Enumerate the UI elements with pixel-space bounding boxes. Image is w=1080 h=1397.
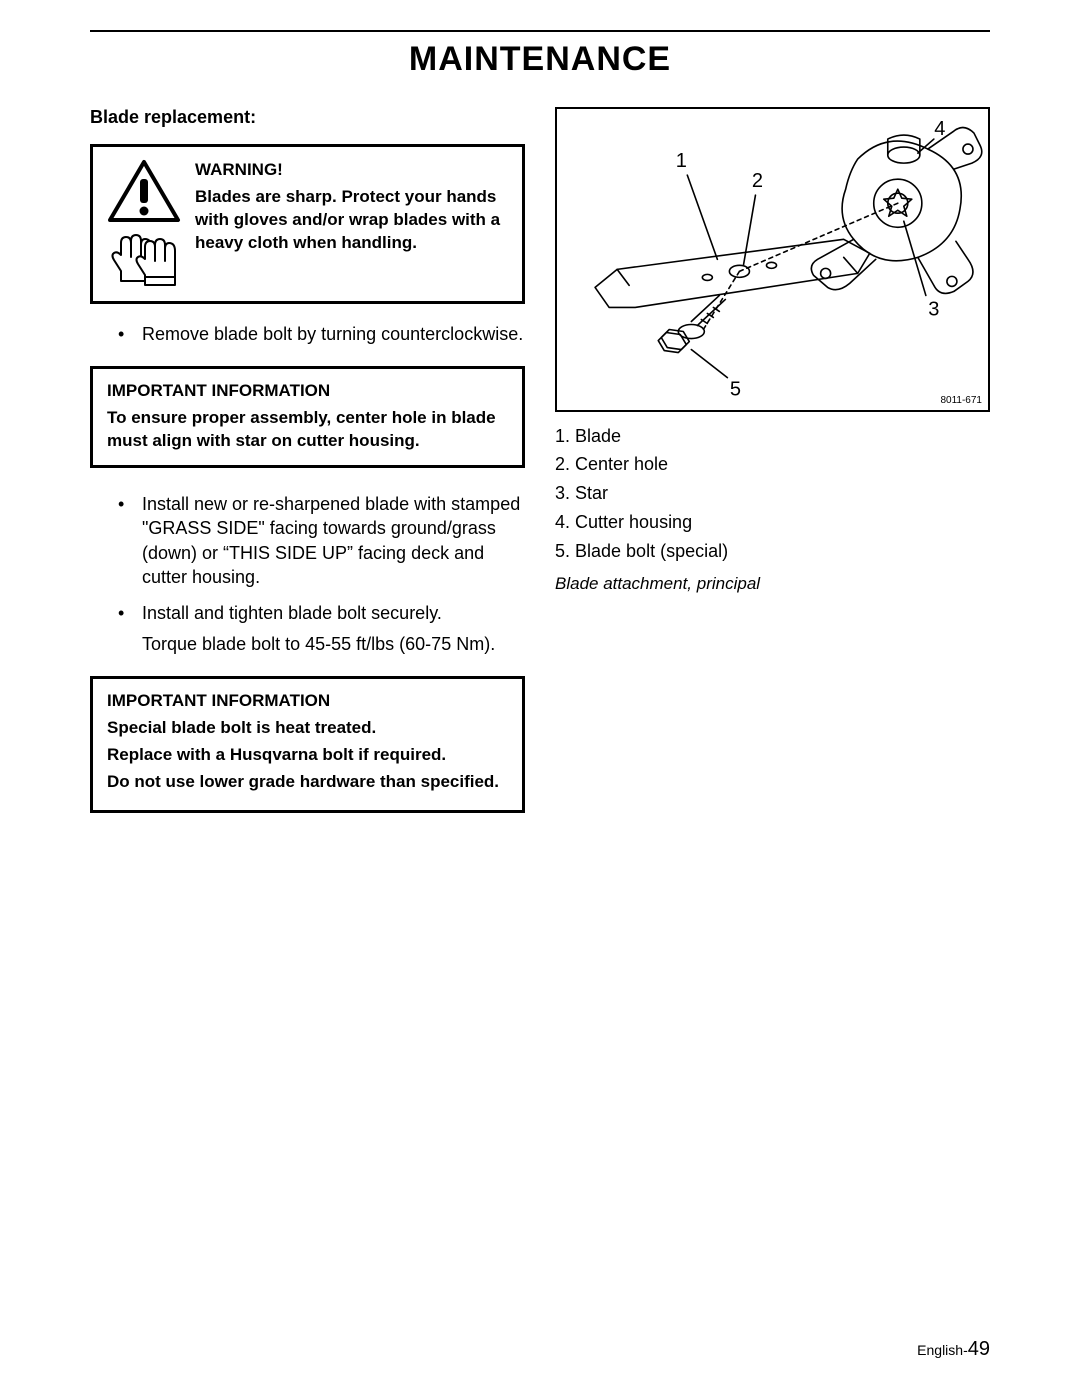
diagram-caption: Blade attachment, principal [555,574,990,594]
list-item: Install and tighten blade bolt securely.… [118,601,525,656]
legend-item: 1. Blade [555,422,990,451]
gloves-icon [107,229,181,289]
warning-icons [107,159,181,289]
bullet-list-2: Install new or re-sharpened blade with s… [90,492,525,656]
info-line: Replace with a Husqvarna bolt if require… [107,744,508,767]
callout-4: 4 [934,118,945,140]
warning-title: WARNING! [195,159,508,182]
list-item: Remove blade bolt by turning countercloc… [118,322,525,346]
callout-3: 3 [928,298,939,320]
bullet-text: Install and tighten blade bolt securely. [142,603,442,623]
page-footer: English-49 [917,1338,990,1361]
info-line: Special blade bolt is heat treated. [107,717,508,740]
callout-5: 5 [730,379,741,401]
content-columns: Blade replacement: [90,107,990,831]
important-box-2: IMPORTANT INFORMATION Special blade bolt… [90,676,525,813]
legend-item: 5. Blade bolt (special) [555,537,990,566]
warning-triangle-icon [107,159,181,223]
info-title: IMPORTANT INFORMATION [107,381,508,401]
callout-2: 2 [752,170,763,192]
page-title: MAINTENANCE [90,40,990,79]
diagram-id: 8011-671 [940,395,982,406]
left-column: Blade replacement: [90,107,525,831]
info-line: Do not use lower grade hardware than spe… [107,771,508,794]
list-item: Install new or re-sharpened blade with s… [118,492,525,589]
diagram-cutter-housing [811,127,981,293]
page: MAINTENANCE Blade replacement: [0,0,1080,1397]
bullet-list-1: Remove blade bolt by turning countercloc… [90,322,525,346]
right-column: 1 2 3 4 5 8011-671 1. Blade 2. Center ho… [555,107,990,831]
footer-language: English- [917,1342,968,1358]
blade-diagram: 1 2 3 4 5 8011-671 [555,107,990,412]
legend-item: 2. Center hole [555,450,990,479]
diagram-legend: 1. Blade 2. Center hole 3. Star 4. Cutte… [555,422,990,566]
legend-item: 3. Star [555,479,990,508]
warning-body: Blades are sharp. Protect your hands wit… [195,186,508,255]
info-body: To ensure proper assembly, center hole i… [107,407,508,453]
legend-item: 4. Cutter housing [555,508,990,537]
top-rule [90,30,990,32]
warning-text: WARNING! Blades are sharp. Protect your … [195,159,508,255]
diagram-blade [595,239,870,307]
diagram-blade-bolt [658,295,725,352]
callout-1: 1 [676,150,687,172]
diagram-svg: 1 2 3 4 5 [557,109,988,410]
bullet-subtext: Torque blade bolt to 45-55 ft/lbs (60-75… [142,632,525,656]
bullet-text: Install new or re-sharpened blade with s… [142,494,520,587]
info-title: IMPORTANT INFORMATION [107,691,508,711]
bullet-text: Remove blade bolt by turning countercloc… [142,324,523,344]
important-box-1: IMPORTANT INFORMATION To ensure proper a… [90,366,525,468]
info-body: Special blade bolt is heat treated. Repl… [107,717,508,794]
warning-box: WARNING! Blades are sharp. Protect your … [90,144,525,304]
section-label: Blade replacement: [90,107,525,128]
footer-page-number: 49 [968,1338,990,1360]
